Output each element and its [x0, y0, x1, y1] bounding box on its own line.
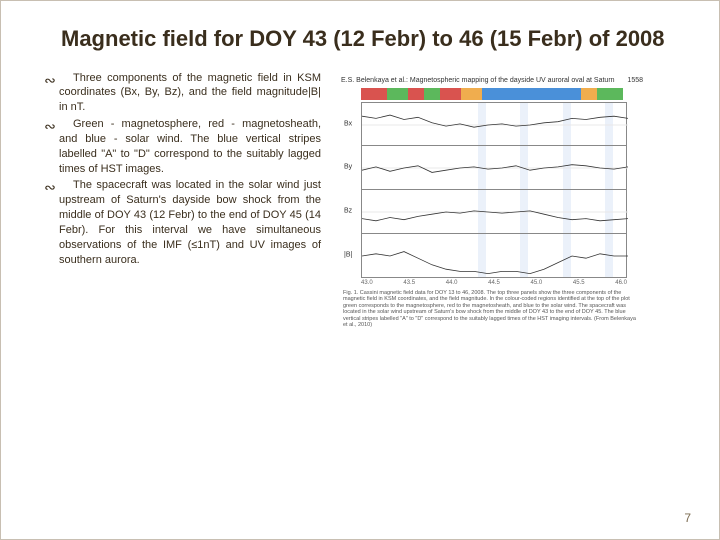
figure-header: E.S. Belenkaya et al.: Magnetospheric ma…: [337, 75, 647, 86]
panel-ylabel: |B|: [344, 252, 352, 259]
panel-ylabel: Bx: [344, 120, 352, 127]
figure-frame: E.S. Belenkaya et al.: Magnetospheric ma…: [337, 75, 647, 355]
panel-trace: [362, 190, 628, 234]
chart-panel: |B|: [361, 234, 627, 278]
panel-trace: [362, 234, 628, 278]
colorbar-segment: [387, 88, 408, 100]
chart-panel: By: [361, 146, 627, 190]
figure-panels: BxByBz|B|: [361, 102, 627, 278]
bullet-item: ∾ Green - magnetosphere, red - magnetosh…: [41, 117, 321, 176]
xaxis-tick: 44.0: [446, 280, 458, 286]
xaxis-tick: 45.0: [531, 280, 543, 286]
colorbar-segment: [581, 88, 597, 100]
bullet-glyph: ∾: [41, 178, 59, 267]
figure-column: E.S. Belenkaya et al.: Magnetospheric ma…: [337, 71, 679, 355]
page-number: 7: [684, 511, 691, 525]
colorbar-segment: [424, 88, 440, 100]
slide: Magnetic field for DOY 43 (12 Febr) to 4…: [0, 0, 720, 540]
chart-panel: Bx: [361, 102, 627, 146]
panel-trace: [362, 146, 628, 190]
panel-ylabel: By: [344, 164, 352, 171]
bullet-item: ∾ The spacecraft was located in the sola…: [41, 178, 321, 267]
colorbar-segment: [597, 88, 623, 100]
panel-ylabel: Bz: [344, 208, 352, 215]
xaxis-tick: 45.5: [573, 280, 585, 286]
xaxis-tick: 44.5: [488, 280, 500, 286]
figure-caption: Fig. 1. Cassini magnetic field data for …: [337, 286, 647, 330]
bullet-text: Three components of the magnetic field i…: [59, 71, 321, 116]
figure-header-right: 1558: [627, 77, 643, 84]
colorbar-segment: [408, 88, 424, 100]
figure-header-left: E.S. Belenkaya et al.: Magnetospheric ma…: [341, 77, 615, 84]
bullet-text: Green - magnetosphere, red - magnetoshea…: [59, 117, 321, 176]
text-column: ∾ Three components of the magnetic field…: [41, 71, 321, 355]
panel-trace: [362, 103, 628, 147]
figure-colorbar: [361, 88, 623, 100]
bullet-item: ∾ Three components of the magnetic field…: [41, 71, 321, 116]
slide-title: Magnetic field for DOY 43 (12 Febr) to 4…: [41, 25, 679, 53]
xaxis-tick: 43.0: [361, 280, 373, 286]
bullet-text: The spacecraft was located in the solar …: [59, 178, 321, 267]
content-row: ∾ Three components of the magnetic field…: [41, 71, 679, 355]
xaxis-tick: 46.0: [615, 280, 627, 286]
chart-panel: Bz: [361, 190, 627, 234]
bullet-glyph: ∾: [41, 117, 59, 176]
colorbar-segment: [440, 88, 461, 100]
colorbar-segment: [482, 88, 582, 100]
colorbar-segment: [461, 88, 482, 100]
xaxis-tick: 43.5: [403, 280, 415, 286]
bullet-glyph: ∾: [41, 71, 59, 116]
colorbar-segment: [361, 88, 387, 100]
